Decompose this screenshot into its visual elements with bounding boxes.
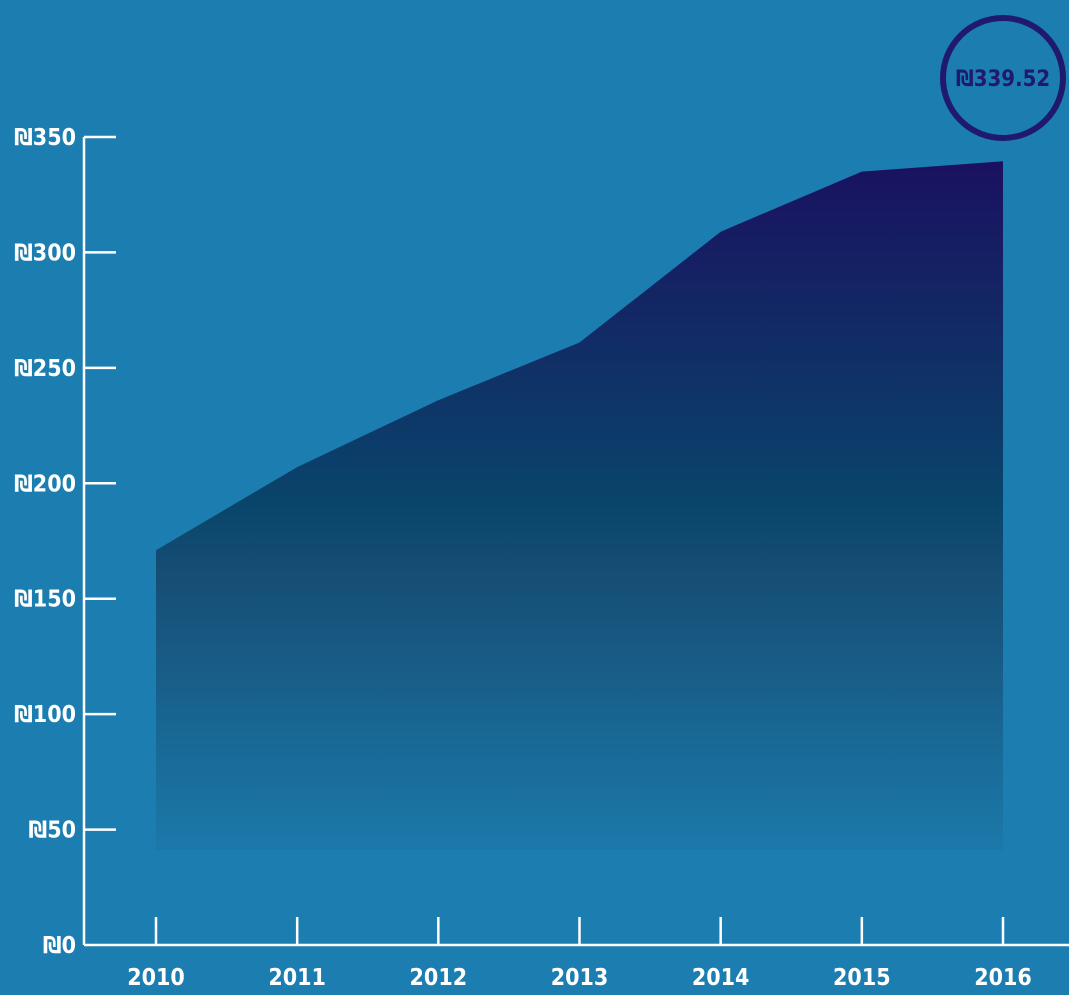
y-tick-label: ₪250 bbox=[14, 356, 76, 382]
x-tick-label: 2014 bbox=[692, 965, 750, 991]
series-area bbox=[156, 161, 1003, 850]
y-tick-label: ₪350 bbox=[14, 125, 76, 151]
y-tick-label: ₪100 bbox=[14, 702, 76, 728]
y-tick-label: ₪0 bbox=[43, 933, 76, 959]
y-tick-label: ₪50 bbox=[28, 818, 76, 844]
x-tick-label: 2016 bbox=[974, 965, 1032, 991]
x-tick-label: 2011 bbox=[268, 965, 326, 991]
callout-value-label: ₪339.52 bbox=[956, 67, 1050, 92]
y-tick-label: ₪300 bbox=[14, 240, 76, 266]
callout-circle bbox=[940, 15, 1066, 141]
y-tick-label: ₪200 bbox=[14, 471, 76, 497]
x-tick-label: 2013 bbox=[551, 965, 609, 991]
y-tick-label: ₪150 bbox=[14, 587, 76, 613]
x-tick-label: 2015 bbox=[833, 965, 891, 991]
x-tick-label: 2010 bbox=[127, 965, 185, 991]
x-tick-label: 2012 bbox=[410, 965, 468, 991]
